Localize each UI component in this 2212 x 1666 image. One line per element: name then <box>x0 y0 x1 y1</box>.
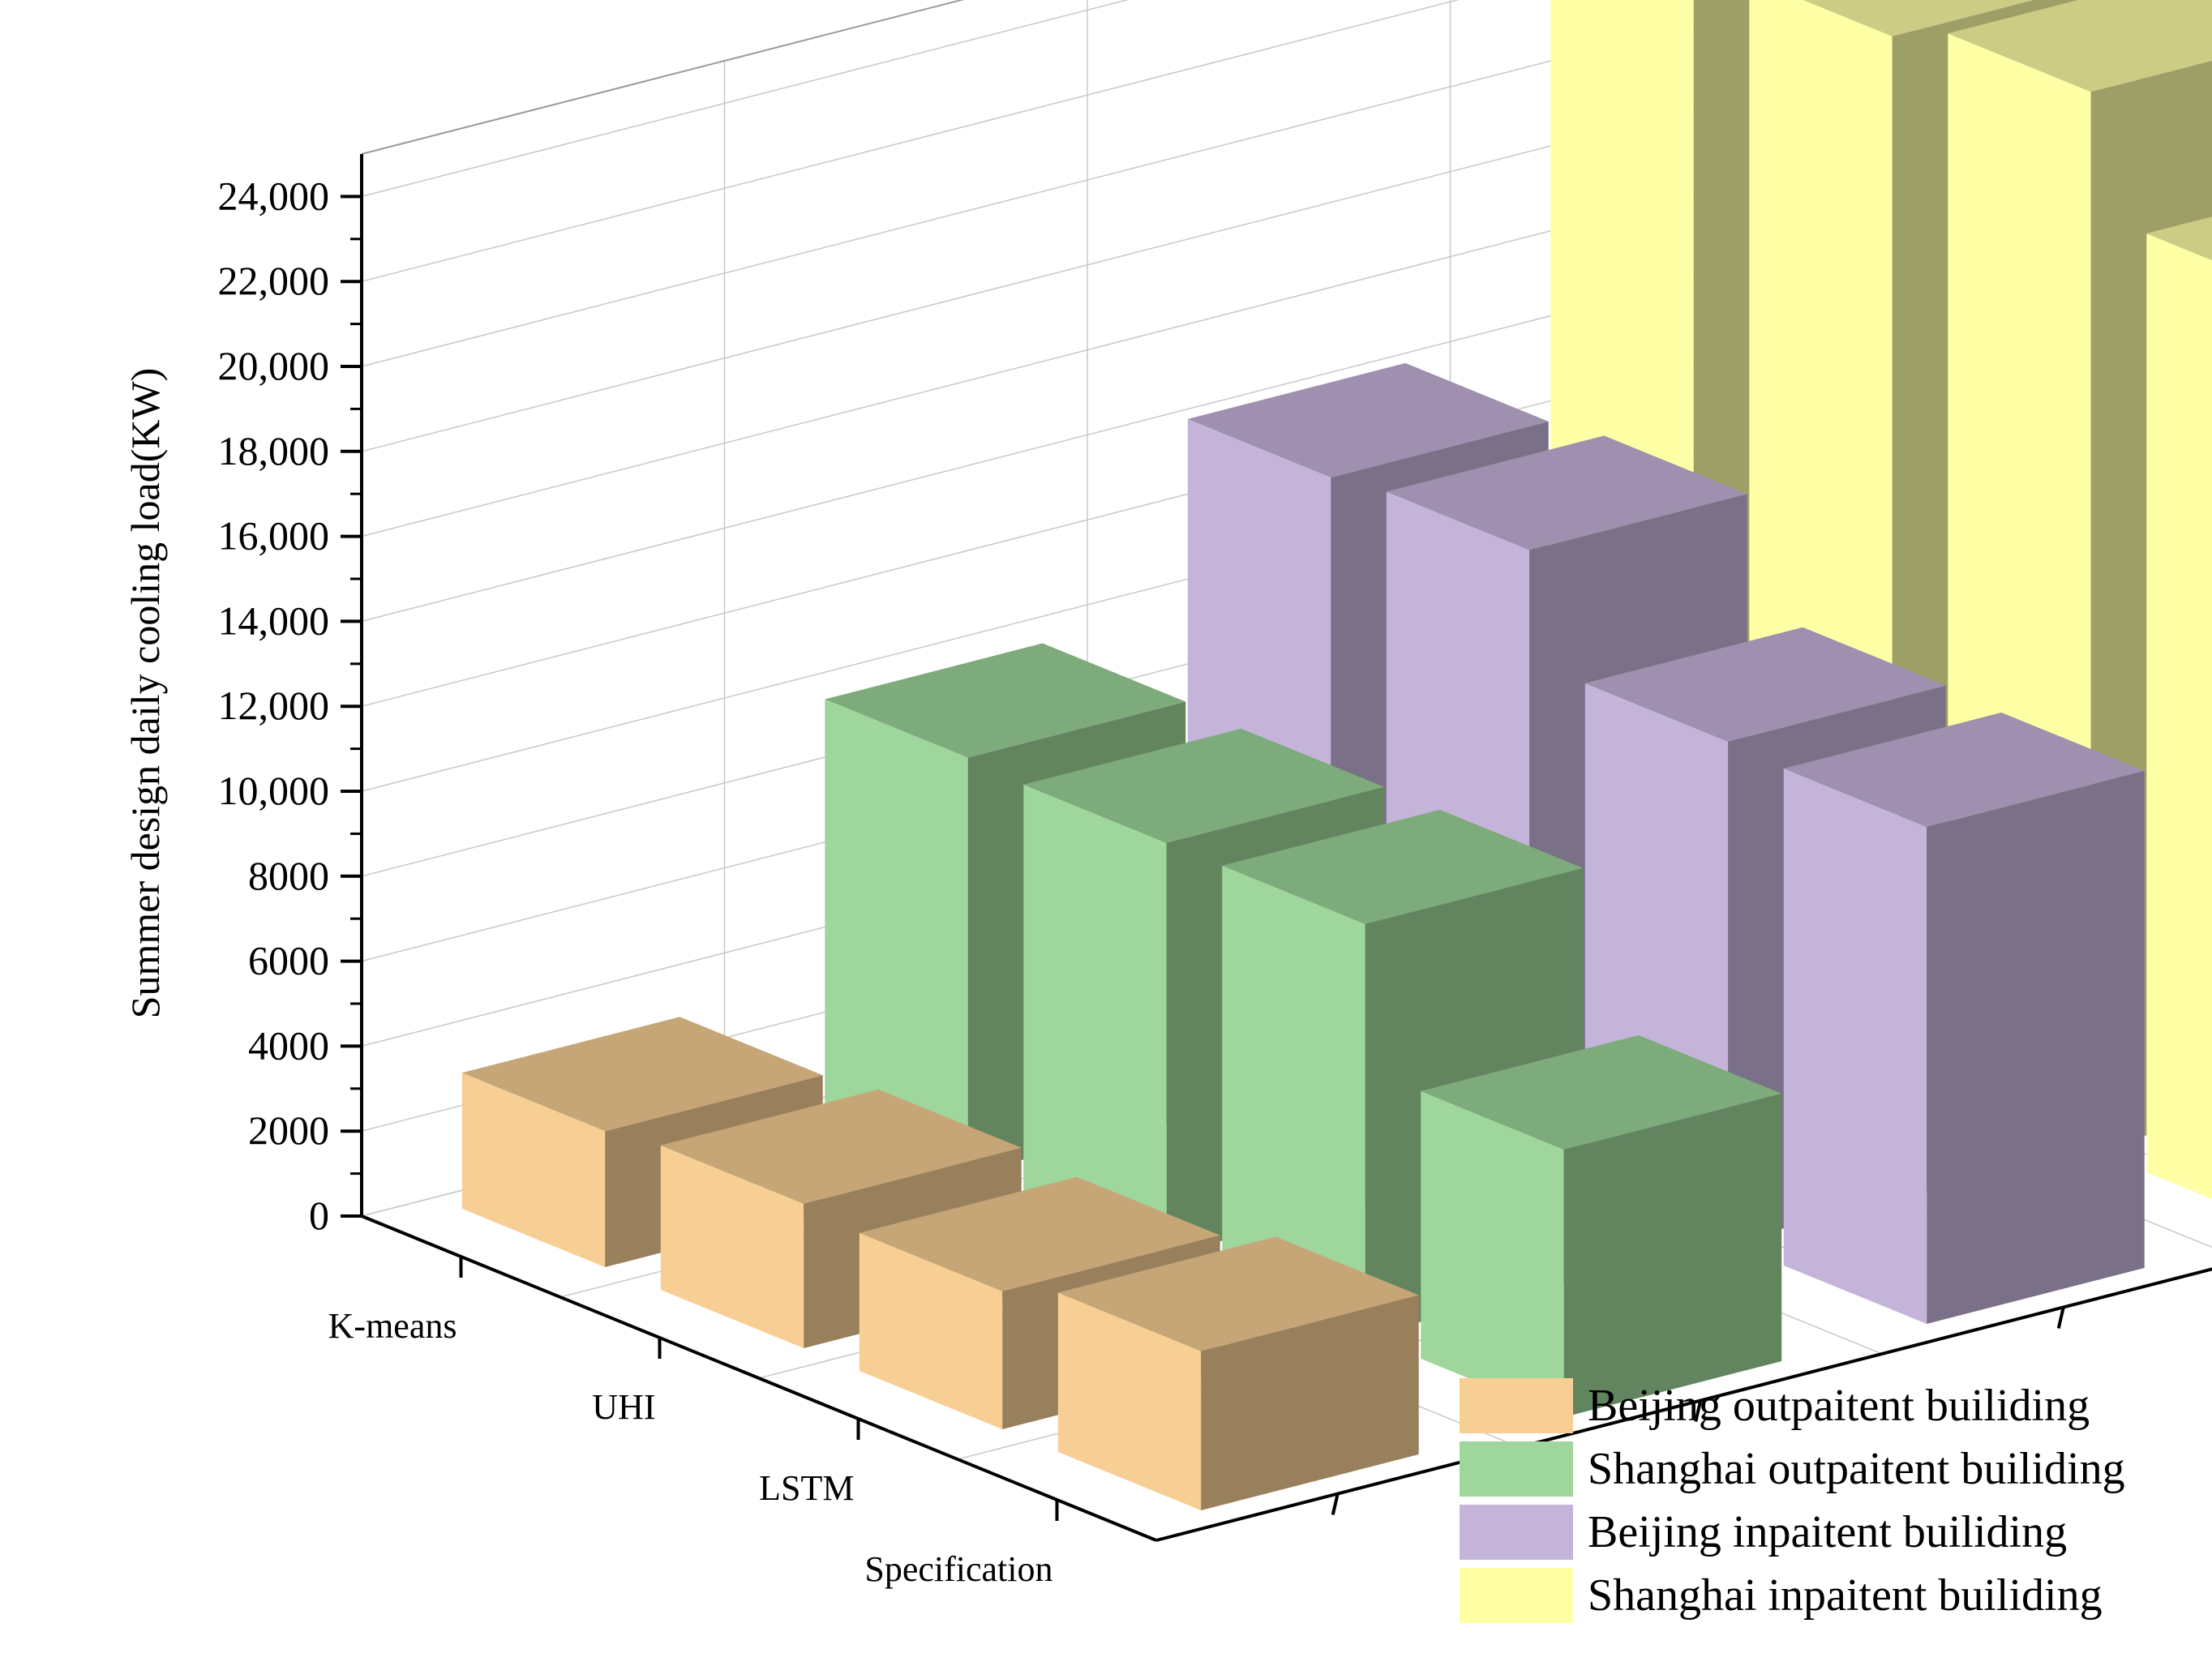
y-tick-label: 14,000 <box>218 597 330 643</box>
legend-label: Shanghai outpaitent builiding <box>1588 1444 2125 1494</box>
bar-front-face <box>1784 769 1927 1324</box>
x-tick-label: LSTM <box>759 1468 854 1508</box>
y-tick-label: 2000 <box>248 1107 329 1153</box>
y-tick-label: 10,000 <box>218 768 330 813</box>
legend-label: Shanghai inpaitent builiding <box>1588 1570 2103 1621</box>
legend-swatch <box>1460 1441 1573 1497</box>
bar <box>2146 178 2212 1231</box>
bar-front-face <box>2146 233 2212 1231</box>
y-axis-title: Summer design daily cooling load(KW) <box>122 368 168 1019</box>
bar <box>1421 1035 1781 1417</box>
z-tick <box>2059 1308 2064 1329</box>
y-tick-label: 8000 <box>248 853 329 898</box>
x-tick-label: K-means <box>328 1306 457 1346</box>
y-tick-label: 12,000 <box>218 683 330 728</box>
y-tick-label: 24,000 <box>218 173 330 218</box>
x-tick-label: UHI <box>592 1387 655 1427</box>
legend-label: Beijing inpaitent builiding <box>1588 1507 2067 1557</box>
x-tick-label: Specification <box>864 1549 1052 1589</box>
z-tick <box>1333 1494 1338 1515</box>
legend-swatch <box>1460 1568 1573 1623</box>
y-tick-label: 22,000 <box>218 258 330 303</box>
legend: Beijing outpaitent builiding Shanghai out… <box>1460 1378 2125 1623</box>
y-tick-label: 16,000 <box>218 513 330 559</box>
y-tick-label: 20,000 <box>218 343 330 388</box>
bar <box>1784 713 2145 1324</box>
bar-side-face <box>1564 1094 1782 1417</box>
y-tick-label: 6000 <box>248 938 329 983</box>
y-tick-label: 18,000 <box>218 428 330 473</box>
bar-side-face <box>1927 771 2145 1324</box>
y-tick-label: 4000 <box>248 1022 329 1068</box>
legend-label: Beijing outpaitent builiding <box>1588 1381 2090 1431</box>
legend-swatch <box>1460 1505 1573 1560</box>
y-tick-label: 0 <box>309 1193 329 1238</box>
legend-swatch <box>1460 1378 1573 1433</box>
